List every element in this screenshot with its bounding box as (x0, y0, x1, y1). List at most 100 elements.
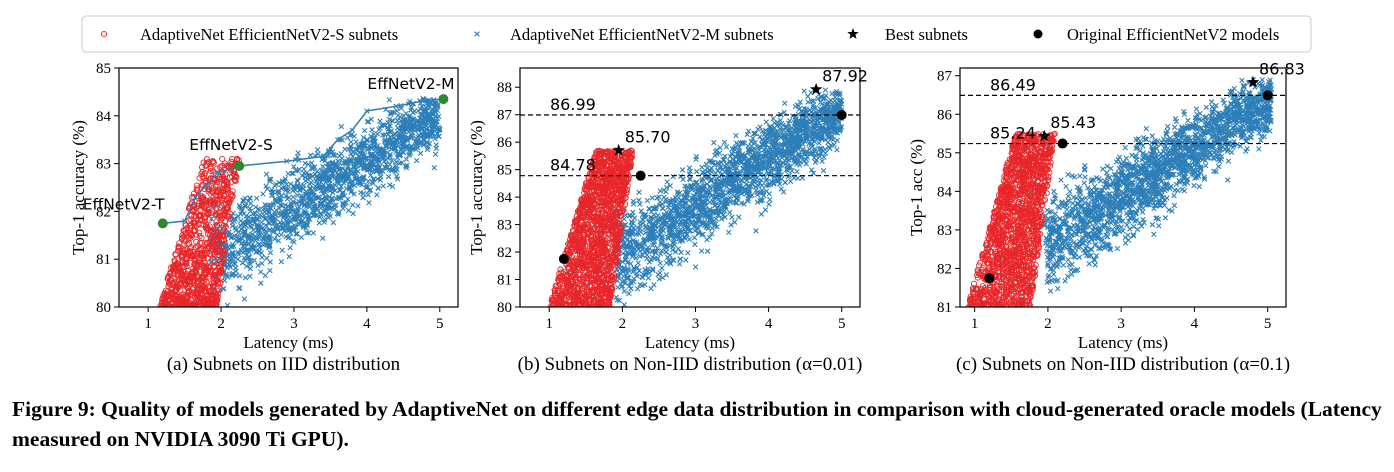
m-subnet-point (262, 205, 269, 211)
m-subnet-point (368, 172, 374, 178)
m-subnet-point (798, 118, 805, 125)
m-subnet-point (349, 132, 355, 138)
m-subnet-point (329, 186, 335, 193)
m-subnet-point (696, 188, 702, 194)
figure-canvas: AdaptiveNet EfficientNetV2-S subnets Adap… (69, 15, 1312, 375)
m-subnet-point (767, 123, 774, 130)
m-subnet-point (663, 260, 670, 266)
m-subnet-point (429, 111, 435, 117)
m-subnet-point (708, 178, 715, 184)
s-subnet-point (185, 288, 192, 295)
m-subnet-point (778, 146, 784, 152)
m-subnet-point (796, 152, 802, 158)
m-subnet-point (683, 218, 690, 224)
m-subnet-point (406, 152, 412, 158)
m-subnet-point (716, 202, 722, 209)
m-subnet-point (360, 134, 367, 141)
m-subnet-point (749, 181, 756, 188)
m-subnet-point (348, 181, 354, 188)
s-subnet-point (179, 234, 186, 241)
m-subnet-point (801, 105, 807, 112)
s-subnet-point (220, 250, 227, 257)
m-subnet-point (310, 164, 316, 171)
m-subnet-point (348, 139, 354, 145)
model-label: EffNetV2-M (367, 75, 454, 93)
m-subnet-point (709, 159, 715, 165)
m-subnet-point (792, 120, 799, 126)
s-subnet-point (193, 238, 200, 245)
s-subnet-point (193, 222, 200, 229)
m-subnet-point (788, 125, 795, 131)
m-subnet-point (619, 259, 626, 265)
m-subnet-point (255, 262, 261, 269)
legend-item: AdaptiveNet EfficientNetV2-S subnets (100, 25, 398, 44)
m-subnet-point (364, 162, 370, 168)
m-subnet-point (721, 176, 728, 183)
m-subnet-point (624, 260, 631, 266)
m-subnet-point (774, 178, 780, 184)
m-subnet-point (650, 267, 656, 273)
m-subnet-point (256, 231, 263, 237)
m-subnet-point (699, 169, 706, 175)
m-subnet-point (247, 273, 253, 280)
m-subnet-point (689, 218, 695, 225)
s-subnet-point (172, 282, 179, 290)
m-subnet-point (666, 211, 672, 218)
m-subnet-point (306, 230, 312, 236)
m-subnet-point (689, 201, 695, 207)
m-subnet-point (626, 239, 633, 245)
m-subnet-point (700, 208, 707, 215)
m-subnet-point (640, 220, 647, 226)
m-subnet-point (703, 161, 710, 168)
m-subnet-point (745, 162, 751, 169)
s-subnet-point (199, 255, 206, 262)
m-subnet-point (658, 227, 664, 233)
m-subnet-point (792, 103, 799, 110)
m-subnet-point (432, 151, 439, 157)
m-subnet-point (767, 157, 773, 164)
m-subnet-point (410, 146, 416, 152)
m-subnet-point (400, 134, 406, 140)
m-subnet-point (711, 223, 718, 229)
m-subnet-point (794, 159, 800, 165)
m-subnet-point (728, 172, 735, 178)
s-subnet-point (181, 247, 189, 254)
y-tick-label: 81 (96, 252, 111, 268)
m-subnet-point (263, 183, 269, 189)
m-subnet-point (421, 132, 428, 139)
m-subnet-point (646, 259, 653, 265)
m-subnet-point (233, 268, 239, 274)
frontier-point (181, 218, 188, 224)
m-subnet-point (355, 203, 361, 209)
m-subnet-point (656, 194, 662, 200)
m-subnet-point (790, 146, 796, 153)
m-subnet-point (715, 167, 721, 174)
m-subnet-point (810, 170, 817, 176)
s-subnet-point (199, 262, 206, 269)
m-subnet-point (733, 199, 740, 206)
m-subnet-point (773, 135, 779, 141)
m-subnet-point (365, 192, 371, 198)
m-subnet-point (636, 268, 642, 274)
m-subnet-point (762, 150, 768, 156)
m-subnet-point (722, 153, 728, 159)
m-subnet-point (254, 236, 260, 242)
m-subnet-point (268, 176, 274, 183)
m-subnet-point (661, 211, 667, 218)
m-subnet-point (423, 116, 430, 122)
m-subnet-point (769, 166, 775, 172)
m-subnet-point (358, 155, 364, 161)
m-subnet-point (696, 213, 703, 219)
s-subnet-point (201, 174, 208, 182)
m-subnet-point (237, 204, 243, 211)
m-subnet-point (276, 180, 282, 186)
m-subnet-point (279, 247, 285, 253)
m-subnet-point (745, 128, 752, 134)
m-subnet-point (299, 196, 306, 202)
m-subnet-point (666, 225, 673, 231)
m-subnet-point (346, 186, 353, 192)
m-subnet-point (714, 194, 720, 200)
m-subnet-point (316, 220, 322, 226)
m-subnet-point (318, 202, 324, 208)
m-subnet-point (272, 218, 278, 225)
